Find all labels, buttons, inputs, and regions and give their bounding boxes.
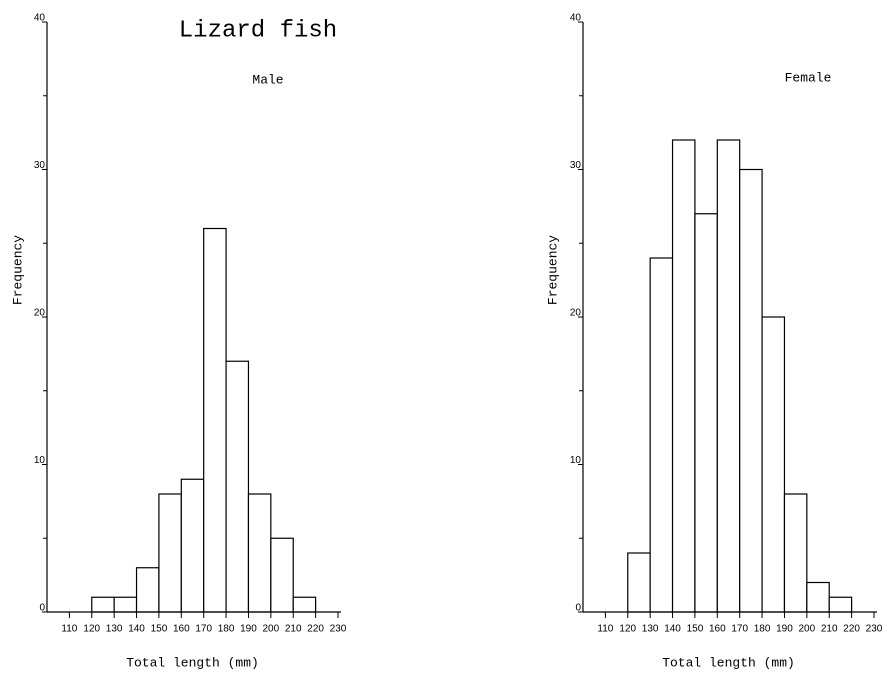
x-tick-label: 210 [821,624,838,635]
chart-subtitle: Female [785,70,832,85]
bar [113,596,138,613]
y-tick-label: 30 [34,160,46,171]
x-tick-label: 190 [240,624,257,635]
bar [716,139,741,613]
bar [225,360,250,613]
bar [806,581,830,613]
x-tick-label: 160 [173,624,190,635]
bar [180,478,205,613]
bar [135,567,160,613]
bar [649,257,674,613]
y-axis-label: Frequency [10,235,25,305]
y-tick-label: 20 [570,308,582,319]
x-tick-label: 150 [151,624,168,635]
y-tick-label: 40 [34,13,46,24]
x-tick-label: 130 [106,624,123,635]
chart-title: Lizard fish [179,17,337,44]
y-tick-label: 30 [570,160,582,171]
y-tick-label: 10 [34,455,46,466]
bar [158,493,182,613]
x-axis-label: Total length (mm) [126,655,259,670]
y-tick-label: 0 [575,603,581,614]
y-tick-label: 0 [39,603,45,614]
x-tick-label: 200 [799,624,816,635]
x-tick-label: 110 [597,624,613,635]
bar [292,596,317,613]
x-tick-label: 190 [776,624,793,635]
x-tick-label: 170 [731,624,748,635]
bar [828,596,853,613]
x-tick-label: 210 [285,624,302,635]
bar [739,168,763,613]
chart-subtitle: Male [252,72,283,87]
x-tick-label: 150 [687,624,704,635]
y-axis-label: Frequency [545,235,560,305]
x-tick-label: 130 [642,624,659,635]
x-tick-label: 220 [307,624,324,635]
x-tick-label: 220 [843,624,860,635]
x-tick-label: 230 [330,624,347,635]
bar [270,537,294,613]
x-tick-label: 140 [128,624,145,635]
bar [761,316,786,613]
bar [694,213,718,613]
y-tick-label: 40 [570,13,582,24]
x-tick-label: 180 [754,624,771,635]
bar [91,596,115,613]
x-tick-label: 180 [218,624,235,635]
y-tick-label: 10 [570,455,582,466]
x-tick-label: 170 [195,624,212,635]
x-tick-label: 120 [83,624,100,635]
bar [203,227,227,613]
x-tick-label: 200 [263,624,280,635]
x-tick-label: 160 [709,624,726,635]
bar [671,139,696,613]
x-axis-label: Total length (mm) [662,655,795,670]
x-tick-label: 230 [866,624,883,635]
bar [783,493,808,613]
x-tick-label: 140 [664,624,681,635]
x-tick-label: 120 [619,624,636,635]
y-tick-label: 20 [34,308,46,319]
x-tick-label: 110 [61,624,77,635]
bar [627,552,651,613]
bar [247,493,272,613]
